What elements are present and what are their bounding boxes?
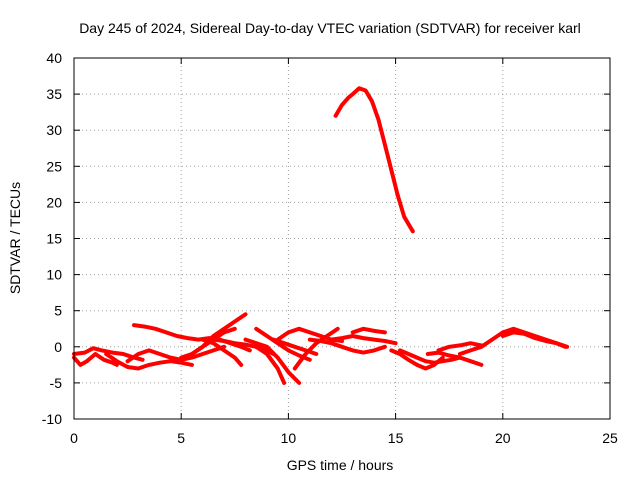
series-line-arc-20 <box>389 348 445 371</box>
series-line-arc-3 <box>104 352 194 371</box>
chart-title: Day 245 of 2024, Sidereal Day-to-day VTE… <box>79 20 581 36</box>
series-line-arc-19 <box>333 86 415 234</box>
series-line-arc-16 <box>307 337 387 355</box>
y-tick-label: 10 <box>46 267 62 283</box>
series-line-arc-1 <box>72 352 119 367</box>
series-line-arc-17 <box>329 334 398 346</box>
x-tick-label: 10 <box>281 430 297 446</box>
y-tick-label: 0 <box>54 339 62 355</box>
series-line-arc-18 <box>350 326 387 335</box>
series-line-arc-9 <box>211 337 276 356</box>
y-tick-label: 20 <box>46 194 62 210</box>
y-tick-label: -10 <box>42 411 62 427</box>
y-axis-label: SDTVAR / TECUs <box>7 182 23 294</box>
y-tick-label: -5 <box>50 375 63 391</box>
y-tick-label: 15 <box>46 231 62 247</box>
y-tick-label: 25 <box>46 158 62 174</box>
y-tick-label: 40 <box>46 50 62 66</box>
x-tick-label: 5 <box>177 430 185 446</box>
x-tick-label: 15 <box>388 430 404 446</box>
y-tick-label: 5 <box>54 303 62 319</box>
x-tick-label: 20 <box>495 430 511 446</box>
series-line-arc-21 <box>397 348 462 365</box>
series-line-arc-22 <box>425 350 484 367</box>
series-line-arc-4 <box>125 344 227 364</box>
x-axis-label: GPS time / hours <box>287 457 394 473</box>
x-tick-label: 0 <box>70 430 78 446</box>
series-line-arc-8 <box>179 326 237 360</box>
series-line-arc-11 <box>254 344 287 385</box>
x-tick-label: 25 <box>602 430 618 446</box>
series-line-arc-14 <box>292 326 340 371</box>
y-tick-label: 30 <box>46 122 62 138</box>
series-line-arc-23 <box>436 341 484 353</box>
series-line-arc-25 <box>500 330 567 349</box>
series-layer <box>72 86 570 385</box>
series-line-arc-10 <box>243 337 302 385</box>
y-tick-label: 35 <box>46 86 62 102</box>
tick-layer: 0 5 10 15 20 25 -10 -5 0 5 10 15 20 25 30 35 40 <box>42 50 618 446</box>
series-line-arc-12 <box>254 326 312 362</box>
